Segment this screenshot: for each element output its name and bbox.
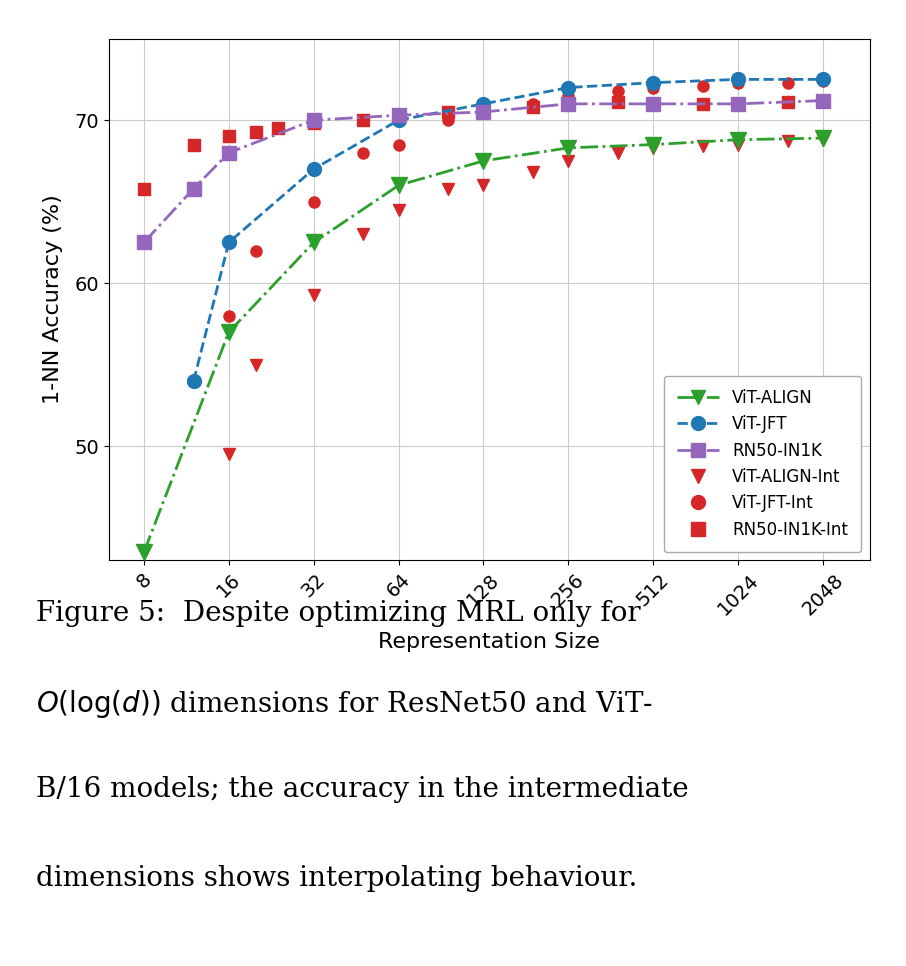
RN50-IN1K-Int xyxy=(698,98,708,109)
ViT-JFT-Int xyxy=(308,196,319,208)
RN50-IN1K xyxy=(648,98,659,109)
RN50-IN1K-Int xyxy=(273,123,284,134)
ViT-JFT-Int xyxy=(358,147,369,158)
RN50-IN1K xyxy=(393,109,404,121)
ViT-JFT xyxy=(188,375,199,386)
RN50-IN1K xyxy=(817,95,828,106)
RN50-IN1K-Int xyxy=(733,98,744,109)
ViT-ALIGN-Int xyxy=(308,289,319,300)
RN50-IN1K xyxy=(733,98,744,109)
Line: RN50-IN1K: RN50-IN1K xyxy=(137,94,830,249)
RN50-IN1K-Int xyxy=(393,109,404,121)
ViT-ALIGN-Int xyxy=(733,139,744,151)
ViT-JFT-Int xyxy=(251,244,262,256)
ViT-JFT-Int xyxy=(783,77,794,89)
ViT-ALIGN-Int xyxy=(612,147,623,158)
ViT-JFT xyxy=(393,114,404,126)
Y-axis label: 1-NN Accuracy (%): 1-NN Accuracy (%) xyxy=(43,194,63,405)
ViT-ALIGN-Int xyxy=(563,156,573,167)
Line: ViT-ALIGN-Int: ViT-ALIGN-Int xyxy=(223,134,829,460)
ViT-ALIGN-Int xyxy=(443,183,454,194)
ViT-JFT xyxy=(224,237,235,248)
RN50-IN1K-Int xyxy=(563,98,573,109)
ViT-ALIGN xyxy=(139,547,149,558)
ViT-ALIGN xyxy=(563,142,573,154)
ViT-ALIGN-Int xyxy=(783,135,794,147)
ViT-JFT xyxy=(563,82,573,94)
ViT-JFT-Int xyxy=(224,310,235,322)
RN50-IN1K xyxy=(478,106,489,118)
RN50-IN1K-Int xyxy=(478,103,489,115)
ViT-ALIGN xyxy=(224,327,235,338)
RN50-IN1K-Int xyxy=(817,95,828,106)
ViT-ALIGN-Int xyxy=(393,204,404,215)
ViT-ALIGN-Int xyxy=(527,166,538,178)
RN50-IN1K xyxy=(308,114,319,126)
ViT-JFT-Int xyxy=(733,77,744,89)
ViT-JFT xyxy=(308,163,319,175)
ViT-ALIGN-Int xyxy=(478,180,489,191)
ViT-ALIGN-Int xyxy=(817,134,828,146)
RN50-IN1K xyxy=(139,237,149,248)
ViT-ALIGN-Int xyxy=(648,142,659,154)
X-axis label: Representation Size: Representation Size xyxy=(379,632,600,652)
ViT-ALIGN-Int xyxy=(251,358,262,370)
RN50-IN1K-Int xyxy=(224,130,235,142)
ViT-JFT-Int xyxy=(648,82,659,94)
ViT-ALIGN xyxy=(648,139,659,151)
ViT-JFT xyxy=(733,73,744,85)
ViT-ALIGN xyxy=(733,134,744,146)
ViT-ALIGN-Int xyxy=(358,228,369,240)
RN50-IN1K-Int xyxy=(358,114,369,126)
ViT-JFT-Int xyxy=(698,80,708,92)
ViT-JFT xyxy=(648,77,659,89)
Text: dimensions shows interpolating behaviour.: dimensions shows interpolating behaviour… xyxy=(36,865,638,892)
Text: $O(\log(d))$ dimensions for ResNet50 and ViT-: $O(\log(d))$ dimensions for ResNet50 and… xyxy=(36,689,653,721)
ViT-JFT xyxy=(817,73,828,85)
ViT-JFT xyxy=(478,98,489,109)
ViT-JFT-Int xyxy=(612,85,623,97)
RN50-IN1K-Int xyxy=(612,97,623,108)
ViT-JFT-Int xyxy=(443,114,454,126)
RN50-IN1K-Int xyxy=(251,126,262,137)
RN50-IN1K-Int xyxy=(188,139,199,151)
ViT-JFT-Int xyxy=(817,75,828,87)
RN50-IN1K-Int xyxy=(648,98,659,109)
ViT-JFT-Int xyxy=(563,90,573,101)
ViT-ALIGN xyxy=(393,180,404,191)
ViT-ALIGN xyxy=(308,237,319,248)
RN50-IN1K xyxy=(563,98,573,109)
ViT-JFT-Int xyxy=(527,98,538,109)
RN50-IN1K-Int xyxy=(783,97,794,108)
RN50-IN1K-Int xyxy=(308,118,319,129)
ViT-ALIGN-Int xyxy=(224,448,235,460)
RN50-IN1K-Int xyxy=(527,101,538,113)
ViT-ALIGN xyxy=(817,132,828,144)
RN50-IN1K-Int xyxy=(139,183,149,194)
Text: Figure 5:  Despite optimizing MRL only for: Figure 5: Despite optimizing MRL only fo… xyxy=(36,600,641,627)
ViT-ALIGN-Int xyxy=(698,140,708,152)
Legend: ViT-ALIGN, ViT-JFT, RN50-IN1K, ViT-ALIGN-Int, ViT-JFT-Int, RN50-IN1K-Int: ViT-ALIGN, ViT-JFT, RN50-IN1K, ViT-ALIGN… xyxy=(664,376,862,552)
Line: ViT-JFT: ViT-JFT xyxy=(187,72,830,388)
RN50-IN1K xyxy=(224,147,235,158)
Line: RN50-IN1K-Int: RN50-IN1K-Int xyxy=(139,95,829,194)
RN50-IN1K xyxy=(188,183,199,194)
ViT-JFT-Int xyxy=(478,106,489,118)
RN50-IN1K-Int xyxy=(443,106,454,118)
Line: ViT-JFT-Int: ViT-JFT-Int xyxy=(223,75,829,322)
Text: B/16 models; the accuracy in the intermediate: B/16 models; the accuracy in the interme… xyxy=(36,777,689,804)
ViT-JFT-Int xyxy=(393,139,404,151)
Line: ViT-ALIGN: ViT-ALIGN xyxy=(136,130,831,559)
ViT-ALIGN xyxy=(478,156,489,167)
